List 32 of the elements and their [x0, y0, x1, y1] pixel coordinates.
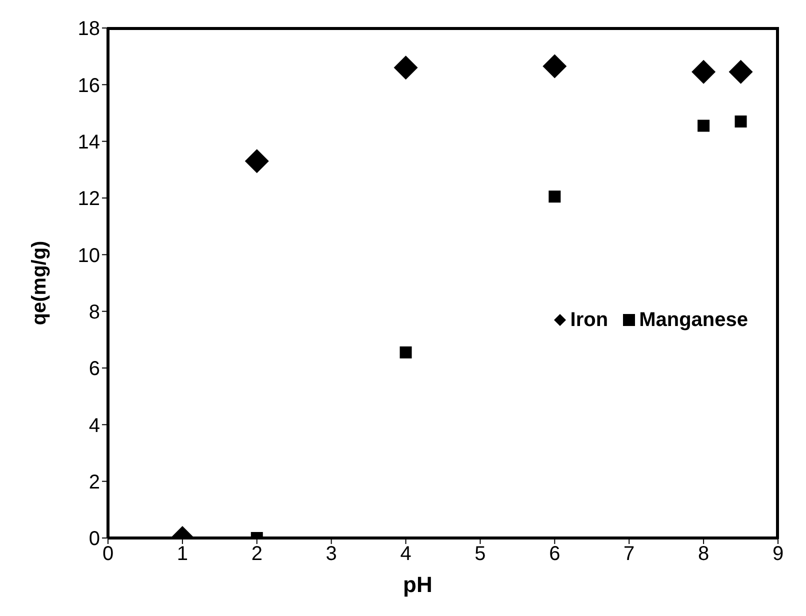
- x-axis-title: pH: [403, 572, 432, 598]
- point: [542, 54, 567, 78]
- y-tick-label: 10: [78, 244, 100, 267]
- point: [548, 190, 561, 203]
- point: [244, 149, 269, 174]
- point: [698, 120, 710, 132]
- x-tick-label: 7: [624, 543, 635, 566]
- y-tick-label: 16: [78, 74, 100, 97]
- point: [394, 56, 418, 80]
- point: [400, 346, 412, 358]
- x-tick-label: 5: [474, 543, 486, 566]
- legend-label: Manganese: [639, 308, 748, 332]
- x-tick-label: 3: [326, 543, 337, 566]
- point: [734, 116, 747, 128]
- y-tick-label: 2: [88, 471, 100, 494]
- point: [728, 60, 753, 84]
- y-tick-label: 14: [78, 131, 100, 154]
- x-tick-label: 6: [549, 543, 560, 566]
- x-tick-label: 9: [772, 543, 784, 566]
- y-tick-label: 12: [78, 188, 100, 210]
- x-tick-label: 1: [176, 543, 188, 566]
- y-tick-label: 0: [88, 528, 100, 550]
- x-tick-label: 8: [698, 543, 710, 566]
- y-tick-label: 4: [88, 414, 100, 437]
- y-tick-label: 8: [88, 301, 100, 324]
- y-axis-title: qe(mg/g): [28, 240, 52, 326]
- y-tick-label: 18: [78, 18, 100, 40]
- x-tick-label: 2: [251, 543, 262, 566]
- legend-label: Iron: [570, 308, 608, 332]
- point: [692, 60, 716, 84]
- x-tick-label: 4: [400, 543, 412, 566]
- y-tick-label: 6: [88, 358, 100, 380]
